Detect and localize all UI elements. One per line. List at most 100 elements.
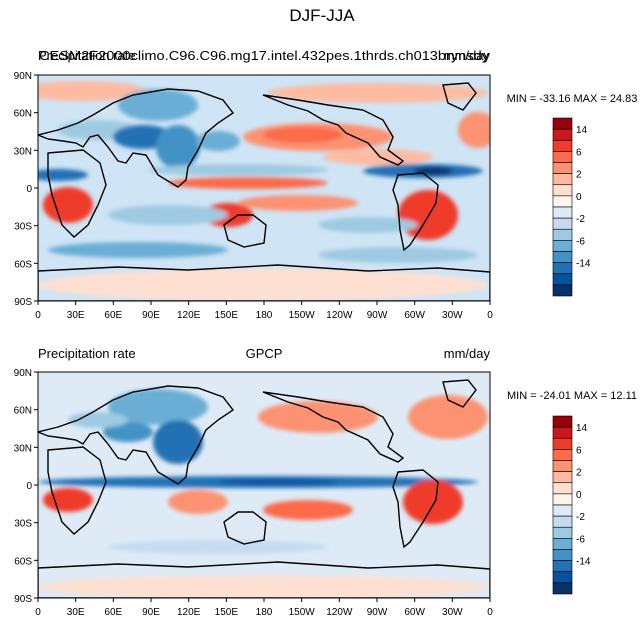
panel-model-colorbar-box <box>552 128 573 141</box>
panel-model-lat-label: 60N <box>14 109 32 120</box>
panel-model-colorbar-box <box>552 173 573 186</box>
panel-obs-colorbar-label: -14 <box>576 557 591 568</box>
panel-model-colorbar-label: 14 <box>576 125 588 136</box>
panel-obs: Precipitation rate GPCP mm/day <box>14 346 637 618</box>
panel-model-colorbar-box <box>552 184 573 197</box>
panel-model-lon-label: 120W <box>326 310 353 321</box>
panel-model-lon-label: 30E <box>67 310 85 321</box>
panel-obs-lon-label: 150W <box>289 607 316 618</box>
panel-obs-colorbar-box <box>552 538 573 550</box>
panel-model-lat-label: 60S <box>14 259 32 270</box>
panel-obs-colorbar-label: 2 <box>576 468 582 479</box>
panel-model-lat-label: 30N <box>14 146 32 157</box>
panel-model-lon-label: 180 <box>256 310 273 321</box>
panel-obs-center-label: GPCP <box>246 346 283 361</box>
panel-model-colorbar-box <box>552 195 573 208</box>
panel-obs-stats: MIN = -24.01 MAX = 12.11 <box>507 390 637 402</box>
panel-obs-colorbar-box <box>552 449 573 461</box>
panel-model-colorbar-label: -2 <box>576 214 585 225</box>
panel-obs-colorbar-label: -6 <box>576 534 585 545</box>
panel-obs-lat-label: 30S <box>14 519 32 530</box>
panel-model-colorbar-box <box>552 117 573 130</box>
panel-obs-field <box>38 389 488 598</box>
panel-model-colorbar-box <box>552 151 573 163</box>
panel-obs-colorbar-box <box>552 504 573 517</box>
panel-obs-map <box>38 372 490 598</box>
panel-obs-lon-label: 120W <box>326 607 353 618</box>
panel-obs-lon-label: 30E <box>67 607 85 618</box>
panel-obs-lat-label: 90S <box>14 594 32 605</box>
panel-model-lon-label: 0 <box>487 310 493 321</box>
panel-obs-lon-label: 0 <box>35 607 41 618</box>
panel-model-colorbar-box <box>552 206 573 219</box>
panel-obs-lon-label: 30W <box>442 607 463 618</box>
panel-model-colorbar-box <box>552 228 573 241</box>
panel-model-colorbar-box <box>552 284 573 297</box>
panel-obs-lat-label: 30N <box>14 443 32 454</box>
panel-model-lon-label: 30W <box>442 310 463 321</box>
panel-model-center-label: CESM2F2000climo.C96.C96.mg17.intel.432pe… <box>39 48 490 63</box>
panel-model-colorbar-box <box>552 251 573 263</box>
panel-obs-colorbar-box <box>552 582 573 595</box>
panel-obs-colorbar-box <box>552 560 573 573</box>
panel-obs-colorbar-label: 14 <box>576 423 588 434</box>
panel-obs-right-label: mm/day <box>444 346 491 361</box>
panel-model-lat-label: 30S <box>14 222 32 233</box>
panel-model-lat-label: 90N <box>14 71 32 82</box>
panel-model-colorbar-label: -6 <box>576 236 585 247</box>
panel-model-stats: MIN = -33.16 MAX = 24.83 <box>507 93 638 105</box>
panel-obs-lat-label: 0 <box>26 481 32 492</box>
panel-model-lon-label: 90E <box>142 310 160 321</box>
panel-obs-colorbar-box <box>552 482 573 495</box>
panel-model-colorbar-box <box>552 273 573 286</box>
panel-model-colorbar-box <box>552 162 573 174</box>
panel-obs-colorbar-box <box>552 549 573 561</box>
panel-model-map <box>38 75 490 301</box>
panel-obs-colorbar-box <box>552 426 573 439</box>
panel-obs-colorbar-box <box>552 493 573 506</box>
panel-obs-lon-label: 90E <box>142 607 160 618</box>
panel-obs-colorbar-label: -2 <box>576 512 585 523</box>
figure-title: DJF-JJA <box>289 6 355 25</box>
panel-model-colorbar: 14 6 2 0 -2 -6 -14 <box>552 117 591 297</box>
panel-model-lat-label: 0 <box>26 184 32 195</box>
panel-obs-colorbar-box <box>552 471 573 484</box>
panel-model-lon-label: 150W <box>289 310 316 321</box>
panel-model-field <box>38 81 490 301</box>
panel-model-right-label: mm/day <box>444 48 491 63</box>
panel-model-colorbar-label: 2 <box>576 170 582 181</box>
panel-obs-colorbar-label: 6 <box>576 445 582 456</box>
panel-model-colorbar-label: 0 <box>576 192 582 203</box>
panel-obs-lat-label: 60S <box>14 556 32 567</box>
panel-model-lon-label: 120E <box>177 310 201 321</box>
panel-obs-lon-label: 90W <box>367 607 388 618</box>
panel-obs-lon-label: 60E <box>104 607 122 618</box>
panel-model-lon-label: 60E <box>104 310 122 321</box>
panel-obs-colorbar: 14 6 2 0 -2 -6 -14 <box>552 415 591 595</box>
panel-obs-colorbar-box <box>552 437 573 450</box>
panel-model-colorbar-label: 6 <box>576 147 582 158</box>
panel-obs-lon-label: 150E <box>215 607 239 618</box>
panel-obs-colorbar-box <box>552 515 573 528</box>
panel-model-colorbar-box <box>552 139 573 152</box>
panel-obs-colorbar-label: 0 <box>576 490 582 501</box>
panel-obs-left-label: Precipitation rate <box>38 346 136 361</box>
panel-model-colorbar-box <box>552 217 573 230</box>
panel-obs-lon-label: 180 <box>256 607 273 618</box>
panel-obs-lat-label: 60N <box>14 406 32 417</box>
panel-model-lon-label: 0 <box>35 310 41 321</box>
panel-obs-colorbar-box <box>552 460 573 472</box>
panel-obs-colorbar-box <box>552 415 573 428</box>
panel-model-left-label: Precipitation rate <box>38 48 136 63</box>
panel-model-lon-label: 60W <box>404 310 425 321</box>
panel-model: Precipitation rate CESM2F2000climo.C96.C… <box>14 48 638 321</box>
panel-model-lon-label: 90W <box>367 310 388 321</box>
panel-obs-lon-label: 60W <box>404 607 425 618</box>
panel-obs-colorbar-box <box>552 526 573 539</box>
panel-obs-lat-label: 90N <box>14 368 32 379</box>
panel-obs-lon-label: 120E <box>177 607 201 618</box>
panel-obs-lon-label: 0 <box>487 607 493 618</box>
panel-model-lat-label: 90S <box>14 297 32 308</box>
